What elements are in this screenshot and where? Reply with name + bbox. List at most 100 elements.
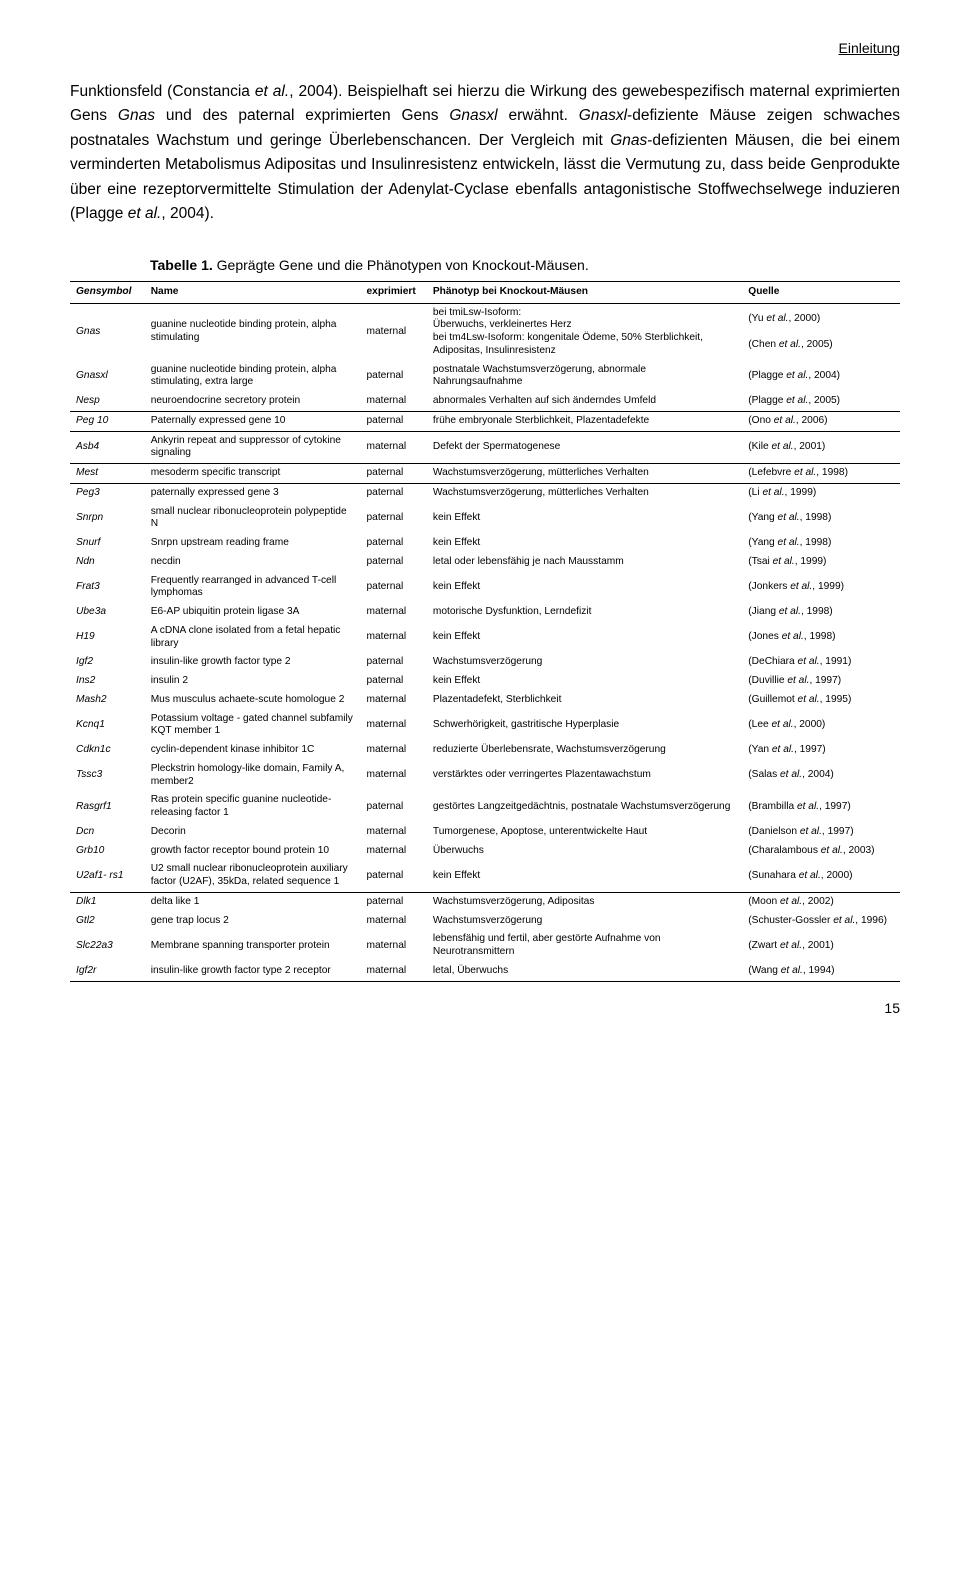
table-row: Mestmesoderm specific transcriptpaternal…: [70, 464, 900, 484]
cell-phaenotyp: Wachstumsverzögerung, mütterliches Verha…: [427, 464, 742, 484]
col-name: Name: [145, 281, 361, 303]
cell-gensymbol: Mest: [70, 464, 145, 484]
cell-quelle: (Yu et al., 2000)(Chen et al., 2005): [742, 303, 900, 361]
cell-exprimiert: maternal: [360, 912, 426, 931]
cell-phaenotyp: kein Effekt: [427, 534, 742, 553]
cell-gensymbol: U2af1- rs1: [70, 860, 145, 892]
cell-name: Frequently rearranged in advanced T-cell…: [145, 572, 361, 604]
body-paragraph: Funktionsfeld (Constancia et al., 2004).…: [70, 80, 900, 227]
cell-gensymbol: Snurf: [70, 534, 145, 553]
cell-name: growth factor receptor bound protein 10: [145, 842, 361, 861]
cell-gensymbol: Kcnq1: [70, 710, 145, 742]
cell-phaenotyp: Wachstumsverzögerung, Adipositas: [427, 892, 742, 911]
cell-phaenotyp: kein Effekt: [427, 572, 742, 604]
cell-exprimiert: paternal: [360, 892, 426, 911]
cell-quelle: (Brambilla et al., 1997): [742, 791, 900, 823]
cell-name: Decorin: [145, 823, 361, 842]
cell-phaenotyp: lebensfähig und fertil, aber gestörte Au…: [427, 930, 742, 962]
cell-phaenotyp: letal oder lebensfähig je nach Mausstamm: [427, 553, 742, 572]
cell-quelle: (DeChiara et al., 1991): [742, 653, 900, 672]
running-head: Einleitung: [70, 40, 900, 56]
cell-name: E6-AP ubiquitin protein ligase 3A: [145, 603, 361, 622]
cell-exprimiert: maternal: [360, 303, 426, 361]
cell-name: Ankyrin repeat and suppressor of cytokin…: [145, 431, 361, 464]
cell-gensymbol: Mash2: [70, 691, 145, 710]
cell-quelle: (Wang et al., 1994): [742, 962, 900, 981]
col-quelle: Quelle: [742, 281, 900, 303]
cell-quelle: (Lefebvre et al., 1998): [742, 464, 900, 484]
table-row: Frat3Frequently rearranged in advanced T…: [70, 572, 900, 604]
cell-gensymbol: Nesp: [70, 392, 145, 411]
cell-quelle: (Kile et al., 2001): [742, 431, 900, 464]
table-row: Gtl2gene trap locus 2maternalWachstumsve…: [70, 912, 900, 931]
cell-phaenotyp: frühe embryonale Sterblichkeit, Plazenta…: [427, 411, 742, 431]
cell-exprimiert: maternal: [360, 842, 426, 861]
cell-name: A cDNA clone isolated from a fetal hepat…: [145, 622, 361, 654]
cell-phaenotyp: letal, Überwuchs: [427, 962, 742, 981]
cell-exprimiert: paternal: [360, 534, 426, 553]
cell-name: gene trap locus 2: [145, 912, 361, 931]
cell-phaenotyp: Plazentadefekt, Sterblichkeit: [427, 691, 742, 710]
cell-phaenotyp: Wachstumsverzögerung, mütterliches Verha…: [427, 483, 742, 502]
cell-exprimiert: maternal: [360, 622, 426, 654]
cell-phaenotyp: Wachstumsverzögerung: [427, 912, 742, 931]
cell-name: U2 small nuclear ribonucleoprotein auxil…: [145, 860, 361, 892]
cell-gensymbol: Slc22a3: [70, 930, 145, 962]
cell-exprimiert: paternal: [360, 653, 426, 672]
cell-name: insulin-like growth factor type 2: [145, 653, 361, 672]
cell-name: cyclin-dependent kinase inhibitor 1C: [145, 741, 361, 760]
table-row: Kcnq1Potassium voltage - gated channel s…: [70, 710, 900, 742]
cell-exprimiert: paternal: [360, 483, 426, 502]
cell-name: Mus musculus achaete-scute homologue 2: [145, 691, 361, 710]
table-caption-bold: Tabelle 1.: [150, 257, 213, 273]
cell-exprimiert: maternal: [360, 691, 426, 710]
cell-phaenotyp: postnatale Wachstumsverzögerung, abnorma…: [427, 361, 742, 393]
cell-quelle: (Li et al., 1999): [742, 483, 900, 502]
cell-gensymbol: H19: [70, 622, 145, 654]
cell-gensymbol: Tssc3: [70, 760, 145, 792]
cell-quelle: (Zwart et al., 2001): [742, 930, 900, 962]
table-row: Tssc3Pleckstrin homology-like domain, Fa…: [70, 760, 900, 792]
col-exprimiert: exprimiert: [360, 281, 426, 303]
cell-exprimiert: paternal: [360, 860, 426, 892]
gene-table: Gensymbol Name exprimiert Phänotyp bei K…: [70, 281, 900, 982]
table-row: Igf2insulin-like growth factor type 2pat…: [70, 653, 900, 672]
cell-name: insulin-like growth factor type 2 recept…: [145, 962, 361, 981]
cell-gensymbol: Frat3: [70, 572, 145, 604]
cell-gensymbol: Ube3a: [70, 603, 145, 622]
cell-name: necdin: [145, 553, 361, 572]
cell-name: neuroendocrine secretory protein: [145, 392, 361, 411]
cell-quelle: (Tsai et al., 1999): [742, 553, 900, 572]
cell-quelle: (Sunahara et al., 2000): [742, 860, 900, 892]
cell-gensymbol: Peg 10: [70, 411, 145, 431]
cell-name: Membrane spanning transporter protein: [145, 930, 361, 962]
cell-gensymbol: Gtl2: [70, 912, 145, 931]
table-row: H19A cDNA clone isolated from a fetal he…: [70, 622, 900, 654]
cell-phaenotyp: abnormales Verhalten auf sich änderndes …: [427, 392, 742, 411]
table-row: DcnDecorinmaternalTumorgenese, Apoptose,…: [70, 823, 900, 842]
cell-phaenotyp: Überwuchs: [427, 842, 742, 861]
table-row: Cdkn1ccyclin-dependent kinase inhibitor …: [70, 741, 900, 760]
table-row: Dlk1delta like 1paternalWachstumsverzöge…: [70, 892, 900, 911]
table-row: Snrpnsmall nuclear ribonucleoprotein pol…: [70, 503, 900, 535]
cell-gensymbol: Igf2: [70, 653, 145, 672]
cell-exprimiert: paternal: [360, 503, 426, 535]
cell-gensymbol: Rasgrf1: [70, 791, 145, 823]
cell-gensymbol: Cdkn1c: [70, 741, 145, 760]
table-row: Ins2insulin 2paternalkein Effekt(Duvilli…: [70, 672, 900, 691]
cell-phaenotyp: gestörtes Langzeitgedächtnis, postnatale…: [427, 791, 742, 823]
cell-exprimiert: paternal: [360, 411, 426, 431]
cell-exprimiert: maternal: [360, 930, 426, 962]
cell-name: Pleckstrin homology-like domain, Family …: [145, 760, 361, 792]
table-row: U2af1- rs1U2 small nuclear ribonucleopro…: [70, 860, 900, 892]
table-row: Peg3paternally expressed gene 3paternalW…: [70, 483, 900, 502]
cell-phaenotyp: Schwerhörigkeit, gastritische Hyperplasi…: [427, 710, 742, 742]
cell-quelle: (Jonkers et al., 1999): [742, 572, 900, 604]
cell-quelle: (Yan et al., 1997): [742, 741, 900, 760]
table-row: Grb10growth factor receptor bound protei…: [70, 842, 900, 861]
cell-quelle: (Lee et al., 2000): [742, 710, 900, 742]
table-caption: Tabelle 1. Geprägte Gene und die Phänoty…: [150, 257, 900, 273]
table-row: Peg 10Paternally expressed gene 10patern…: [70, 411, 900, 431]
cell-quelle: (Yang et al., 1998): [742, 503, 900, 535]
cell-quelle: (Yang et al., 1998): [742, 534, 900, 553]
